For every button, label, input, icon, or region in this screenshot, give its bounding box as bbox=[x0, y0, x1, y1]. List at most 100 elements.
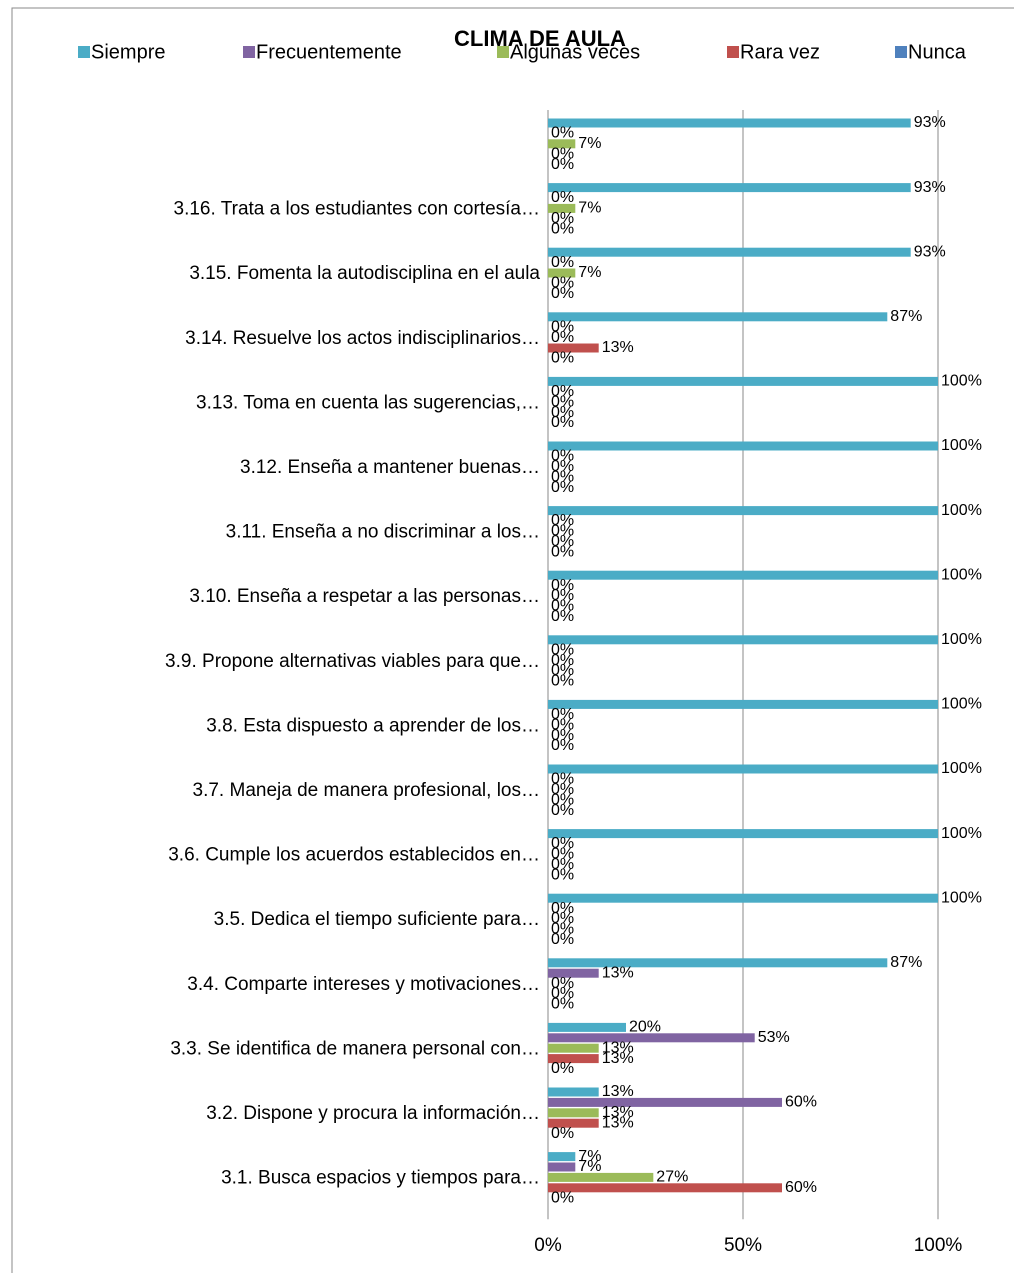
data-label: 0% bbox=[551, 285, 574, 302]
bar bbox=[548, 139, 576, 149]
y-tick-label: 3.15. Fomenta la autodisciplina en el au… bbox=[189, 263, 540, 284]
data-label: 0% bbox=[551, 404, 574, 421]
legend-label: Nunca bbox=[908, 41, 967, 63]
data-label: 0% bbox=[551, 512, 574, 529]
data-label: 0% bbox=[551, 220, 574, 237]
data-label: 0% bbox=[551, 996, 574, 1013]
data-label: 7% bbox=[578, 1148, 601, 1165]
data-label: 0% bbox=[551, 587, 574, 604]
data-label: 0% bbox=[551, 543, 574, 560]
y-tick-label: 3.9. Propone alternativas viables para q… bbox=[165, 651, 540, 672]
data-label: 0% bbox=[551, 448, 574, 465]
data-label: 0% bbox=[551, 791, 574, 808]
data-label: 0% bbox=[551, 846, 574, 863]
data-label: 0% bbox=[551, 533, 574, 550]
data-label: 13% bbox=[602, 1050, 634, 1067]
data-label: 0% bbox=[551, 737, 574, 754]
data-label: 0% bbox=[551, 856, 574, 873]
data-label: 0% bbox=[551, 318, 574, 335]
data-label: 0% bbox=[551, 523, 574, 540]
bar bbox=[548, 1108, 599, 1118]
data-label: 0% bbox=[551, 458, 574, 475]
bar bbox=[548, 1043, 599, 1053]
data-label: 100% bbox=[941, 566, 982, 583]
bar bbox=[548, 343, 599, 353]
data-label: 60% bbox=[785, 1094, 817, 1111]
data-label: 0% bbox=[551, 156, 574, 173]
data-label: 100% bbox=[941, 373, 982, 390]
data-label: 0% bbox=[551, 781, 574, 798]
y-tick-label: 3.8. Esta dispuesto a aprender de los… bbox=[206, 715, 540, 736]
data-label: 0% bbox=[551, 771, 574, 788]
data-label: 93% bbox=[914, 114, 946, 131]
legend-label: Siempre bbox=[91, 41, 165, 63]
data-label: 0% bbox=[551, 210, 574, 227]
legend-label: Frecuentemente bbox=[256, 41, 402, 63]
y-tick-label: 3.11. Enseña a no discriminar a los… bbox=[226, 522, 540, 543]
data-label: 7% bbox=[578, 264, 601, 281]
data-label: 0% bbox=[551, 189, 574, 206]
bar bbox=[548, 1172, 654, 1182]
data-label: 0% bbox=[551, 383, 574, 400]
data-label: 0% bbox=[551, 468, 574, 485]
bar bbox=[548, 1033, 755, 1043]
bar bbox=[548, 1087, 599, 1097]
data-label: 0% bbox=[551, 727, 574, 744]
data-label: 7% bbox=[578, 1158, 601, 1175]
data-label: 100% bbox=[941, 760, 982, 777]
bar bbox=[548, 1152, 576, 1162]
data-label: 0% bbox=[551, 275, 574, 292]
data-label: 0% bbox=[551, 835, 574, 852]
legend-swatch bbox=[727, 46, 739, 58]
data-label: 13% bbox=[602, 1114, 634, 1131]
data-label: 0% bbox=[551, 254, 574, 271]
bar bbox=[548, 506, 938, 516]
data-label: 13% bbox=[602, 1083, 634, 1100]
data-label: 0% bbox=[551, 716, 574, 733]
bar bbox=[548, 958, 888, 968]
bar bbox=[548, 635, 938, 645]
data-label: 100% bbox=[941, 437, 982, 454]
data-label: 0% bbox=[551, 931, 574, 948]
data-label: 0% bbox=[551, 921, 574, 938]
data-label: 87% bbox=[890, 954, 922, 971]
legend-swatch bbox=[243, 46, 255, 58]
y-tick-label: 3.1. Busca espacios y tiempos para… bbox=[221, 1168, 540, 1189]
chart-title: CLIMA DE AULA bbox=[454, 26, 626, 51]
bar bbox=[548, 118, 911, 128]
bar bbox=[548, 570, 938, 580]
bar bbox=[548, 968, 599, 978]
data-label: 0% bbox=[551, 673, 574, 690]
data-label: 0% bbox=[551, 1189, 574, 1206]
y-tick-label: 3.4. Comparte intereses y motivaciones… bbox=[187, 974, 540, 995]
data-label: 0% bbox=[551, 598, 574, 615]
data-label: 0% bbox=[551, 393, 574, 410]
data-label: 0% bbox=[551, 985, 574, 1002]
data-label: 0% bbox=[551, 662, 574, 679]
data-label: 100% bbox=[941, 825, 982, 842]
data-label: 27% bbox=[656, 1169, 688, 1186]
x-tick-label: 0% bbox=[534, 1235, 562, 1256]
data-label: 100% bbox=[941, 631, 982, 648]
data-label: 0% bbox=[551, 577, 574, 594]
y-tick-label: 3.10. Enseña a respetar a las personas… bbox=[189, 586, 540, 607]
legend-swatch bbox=[78, 46, 90, 58]
data-label: 0% bbox=[551, 802, 574, 819]
y-tick-label: 3.7. Maneja de manera profesional, los… bbox=[193, 780, 540, 801]
data-label: 0% bbox=[551, 329, 574, 346]
bar bbox=[548, 376, 938, 386]
data-label: 7% bbox=[578, 135, 601, 152]
data-label: 0% bbox=[551, 1125, 574, 1142]
y-tick-label: 3.16. Trata a los estudiantes con cortes… bbox=[174, 199, 540, 220]
data-label: 0% bbox=[551, 125, 574, 142]
data-label: 53% bbox=[758, 1029, 790, 1046]
data-label: 13% bbox=[602, 1104, 634, 1121]
data-label: 7% bbox=[578, 200, 601, 217]
bar bbox=[548, 203, 576, 213]
bar bbox=[548, 893, 938, 903]
legend-swatch bbox=[497, 46, 509, 58]
bar bbox=[548, 268, 576, 278]
bar bbox=[548, 312, 888, 322]
